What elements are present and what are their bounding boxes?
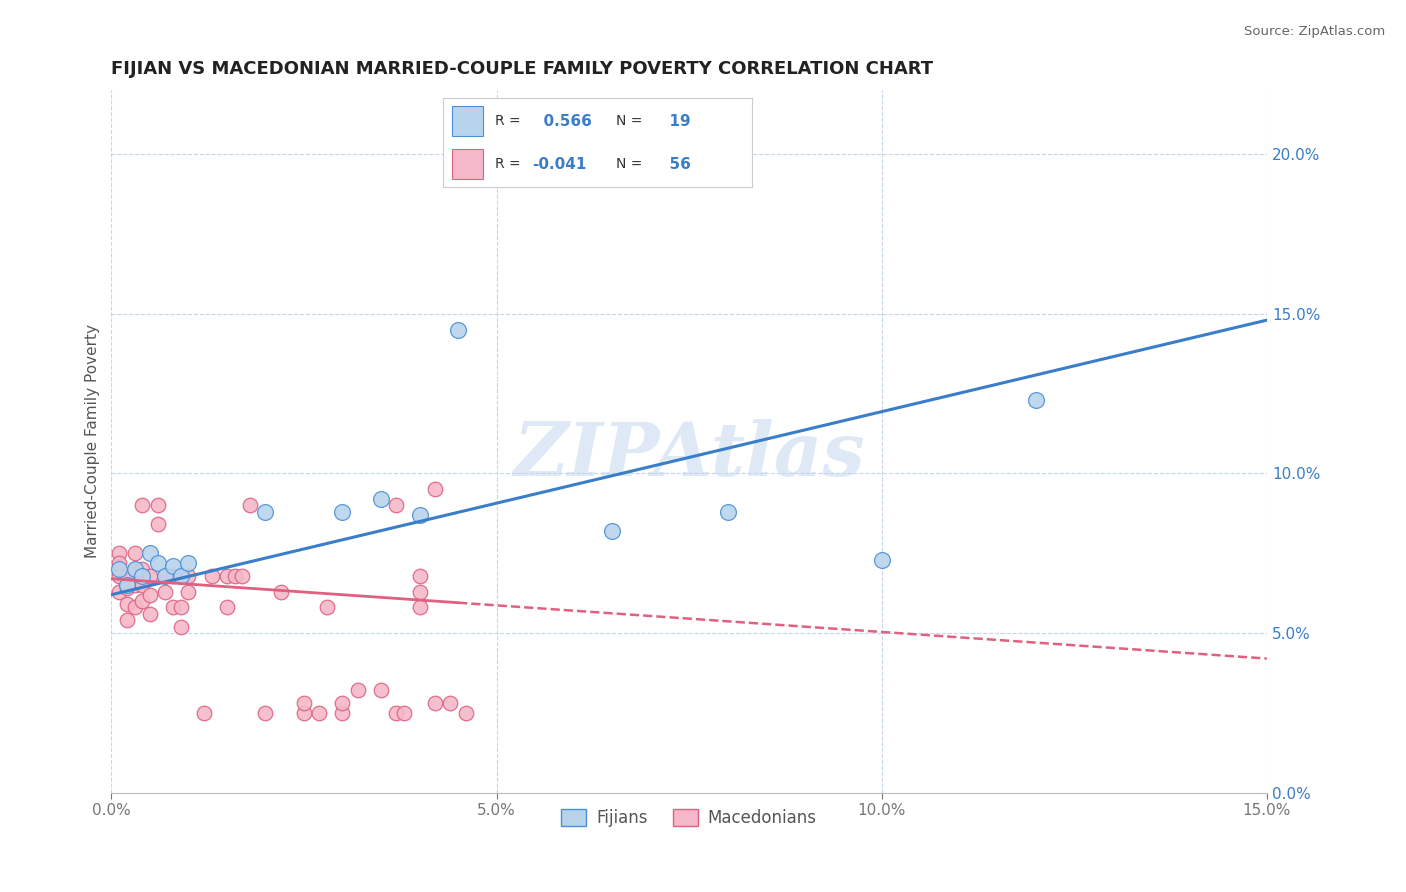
Point [115, 597, 138, 611]
Point [155, 568, 177, 582]
Point [385, 706, 408, 720]
Point [239, 498, 262, 512]
Point [177, 556, 200, 570]
Point [385, 498, 408, 512]
Point [108, 568, 131, 582]
Point [108, 562, 131, 576]
Point [170, 568, 193, 582]
Point [170, 600, 193, 615]
Point [600, 524, 623, 538]
Point [439, 696, 461, 710]
Point [408, 584, 430, 599]
Point [454, 706, 477, 720]
Point [392, 706, 415, 720]
Legend: Fijians, Macedonians: Fijians, Macedonians [555, 802, 824, 833]
Point [155, 584, 177, 599]
Point [124, 562, 146, 576]
Point [224, 568, 246, 582]
Point [215, 568, 238, 582]
Text: -0.041: -0.041 [533, 157, 586, 171]
Bar [453, 106, 484, 136]
Point [870, 552, 893, 566]
Point [332, 696, 354, 710]
Point [131, 562, 153, 576]
Point [155, 568, 177, 582]
Point [270, 584, 292, 599]
Point [408, 600, 430, 615]
Point [370, 683, 392, 698]
Point [139, 568, 162, 582]
Point [292, 696, 315, 710]
Point [332, 505, 354, 519]
Point [146, 556, 169, 570]
Text: FIJIAN VS MACEDONIAN MARRIED-COUPLE FAMILY POVERTY CORRELATION CHART: FIJIAN VS MACEDONIAN MARRIED-COUPLE FAMI… [111, 60, 934, 78]
Point [408, 508, 430, 522]
Point [162, 559, 184, 574]
Point [447, 323, 470, 337]
Point [131, 578, 153, 592]
Point [131, 498, 153, 512]
Point [423, 696, 446, 710]
Point [215, 600, 238, 615]
Point [124, 546, 146, 560]
Point [292, 706, 315, 720]
Point [716, 505, 738, 519]
Text: ZIPAtlas: ZIPAtlas [513, 419, 865, 491]
Point [177, 568, 200, 582]
Point [131, 568, 153, 582]
Point [1025, 392, 1047, 407]
Y-axis label: Married-Couple Family Poverty: Married-Couple Family Poverty [86, 325, 100, 558]
Point [316, 600, 339, 615]
Point [162, 600, 184, 615]
Point [170, 620, 193, 634]
Point [193, 706, 215, 720]
Text: N =: N = [616, 114, 647, 128]
Point [124, 600, 146, 615]
Point [254, 706, 277, 720]
Point [115, 613, 138, 627]
Point [124, 562, 146, 576]
Text: N =: N = [616, 157, 647, 171]
Text: 56: 56 [659, 157, 692, 171]
Text: Source: ZipAtlas.com: Source: ZipAtlas.com [1244, 25, 1385, 38]
Point [108, 584, 131, 599]
Point [108, 546, 131, 560]
Point [200, 568, 222, 582]
Point [162, 568, 184, 582]
Text: 0.566: 0.566 [533, 114, 592, 128]
Point [131, 594, 153, 608]
Point [370, 491, 392, 506]
Point [347, 683, 370, 698]
Point [115, 582, 138, 596]
Point [231, 568, 253, 582]
Point [139, 588, 162, 602]
Point [139, 607, 162, 621]
Point [332, 706, 354, 720]
Text: 19: 19 [659, 114, 690, 128]
Bar [453, 149, 484, 179]
Point [254, 505, 277, 519]
Point [115, 578, 138, 592]
Point [308, 706, 330, 720]
Point [115, 568, 138, 582]
Point [146, 498, 169, 512]
Point [423, 483, 446, 497]
Point [124, 578, 146, 592]
Point [177, 584, 200, 599]
Point [146, 517, 169, 532]
Point [408, 568, 430, 582]
Point [139, 546, 162, 560]
Point [108, 556, 131, 570]
Text: R =: R = [495, 114, 526, 128]
Text: R =: R = [495, 157, 526, 171]
